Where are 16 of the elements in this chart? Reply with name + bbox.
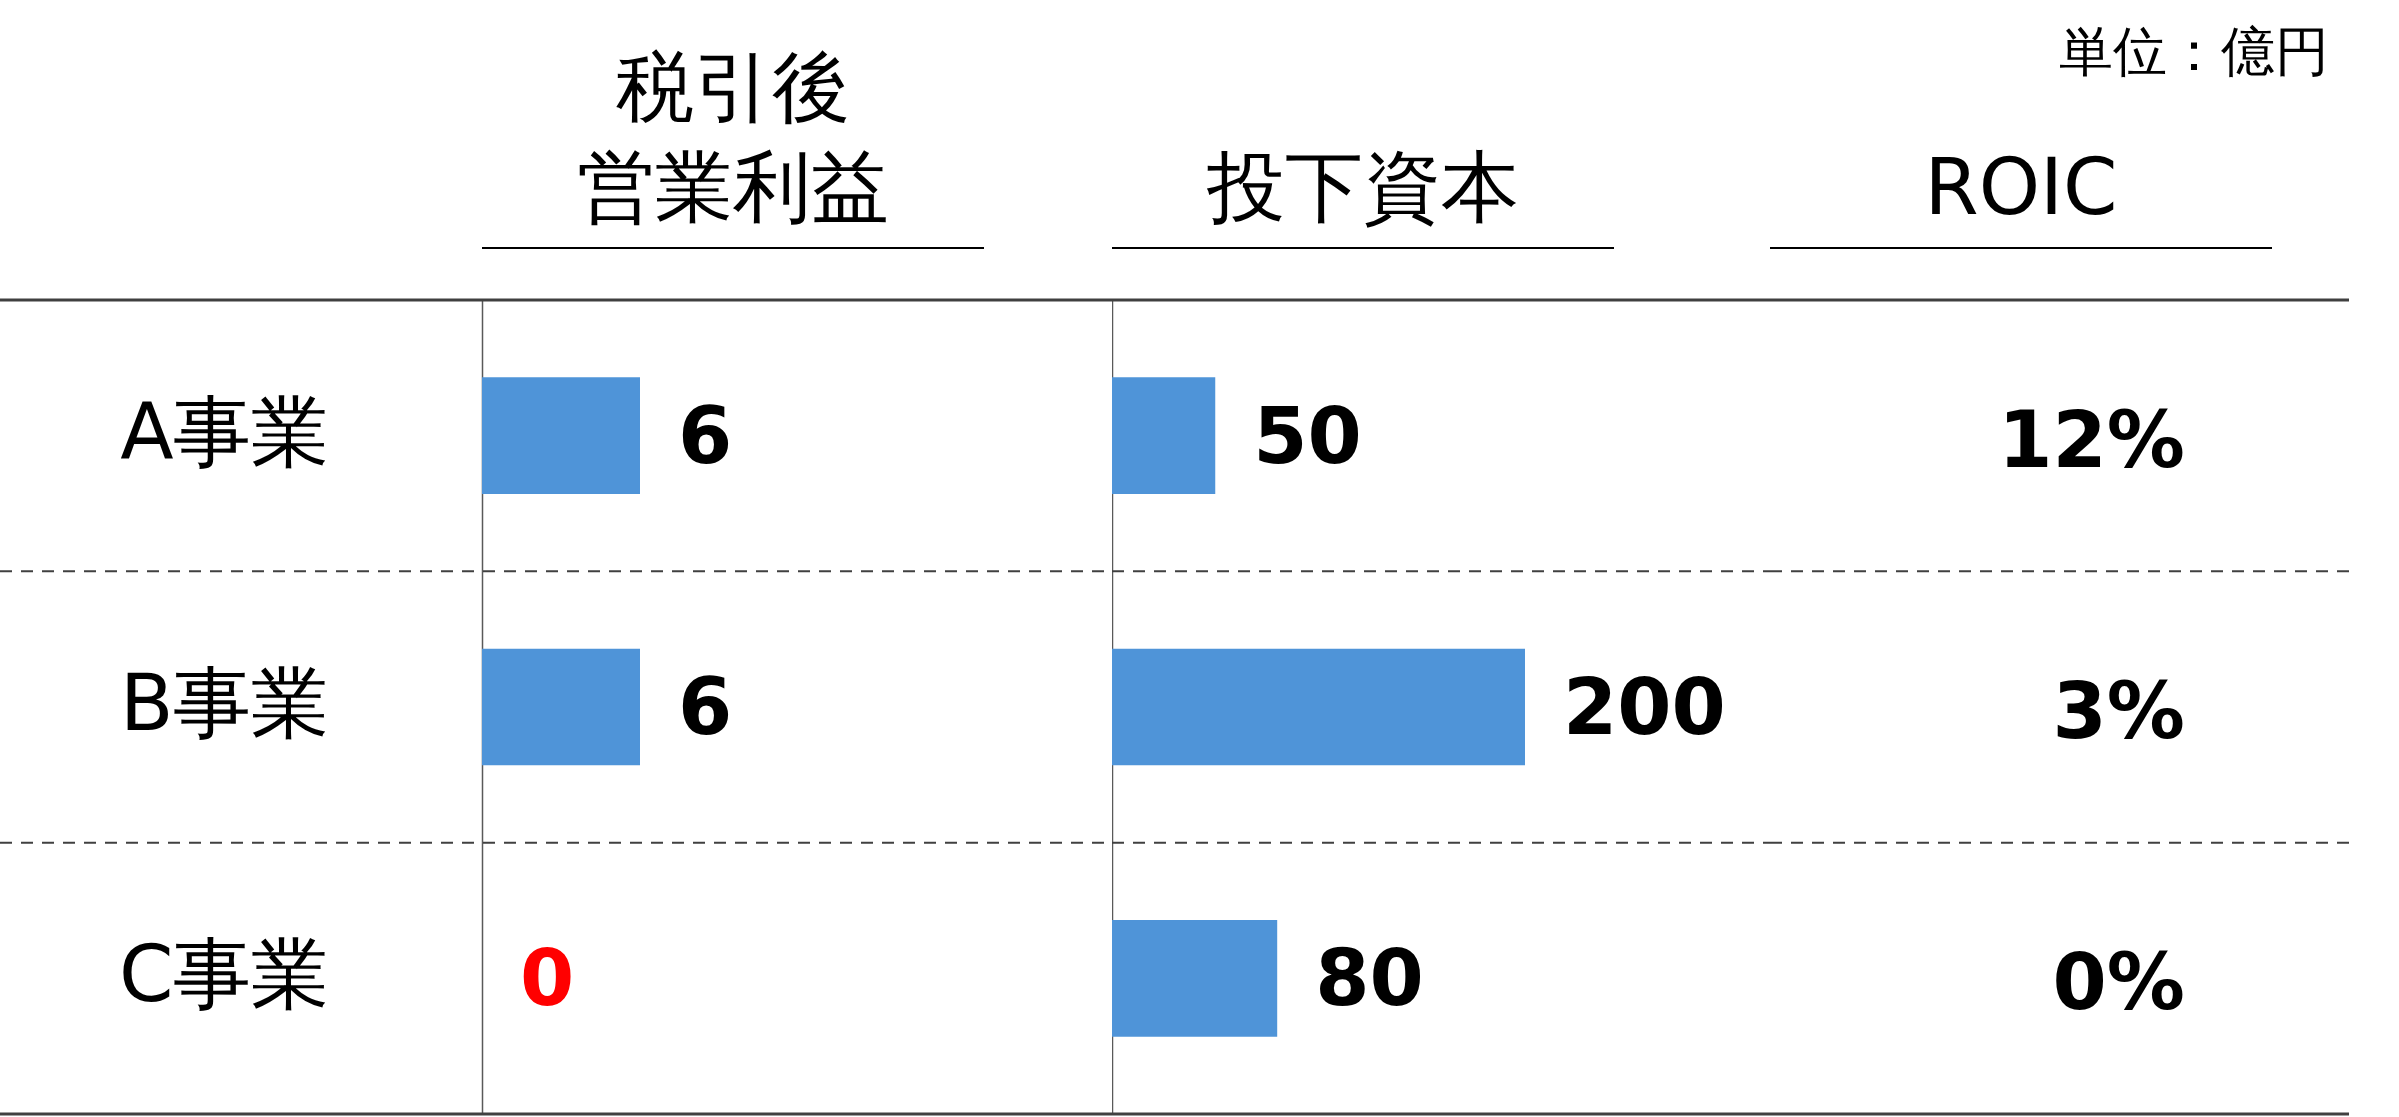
text: 0%	[2052, 937, 2185, 1028]
data-label: 80	[1315, 933, 1424, 1024]
chart-title: 投下資本	[1206, 142, 1519, 232]
text: 単位：億円	[2059, 20, 2329, 83]
data-label: 0	[520, 933, 575, 1024]
chart-title: 税引後営業利益	[577, 42, 889, 232]
y-tick-label: B事業	[119, 658, 330, 748]
text: 12%	[1998, 394, 2185, 485]
y-tick-label: C事業	[119, 929, 330, 1020]
y-tick-label: A事業	[120, 386, 330, 477]
data-label: 50	[1253, 390, 1362, 481]
data-label: 6	[678, 662, 733, 752]
data-label: 6	[678, 390, 733, 481]
data-label: 200	[1563, 662, 1726, 752]
text: 3%	[2052, 666, 2185, 756]
text: ROIC	[1924, 142, 2118, 232]
